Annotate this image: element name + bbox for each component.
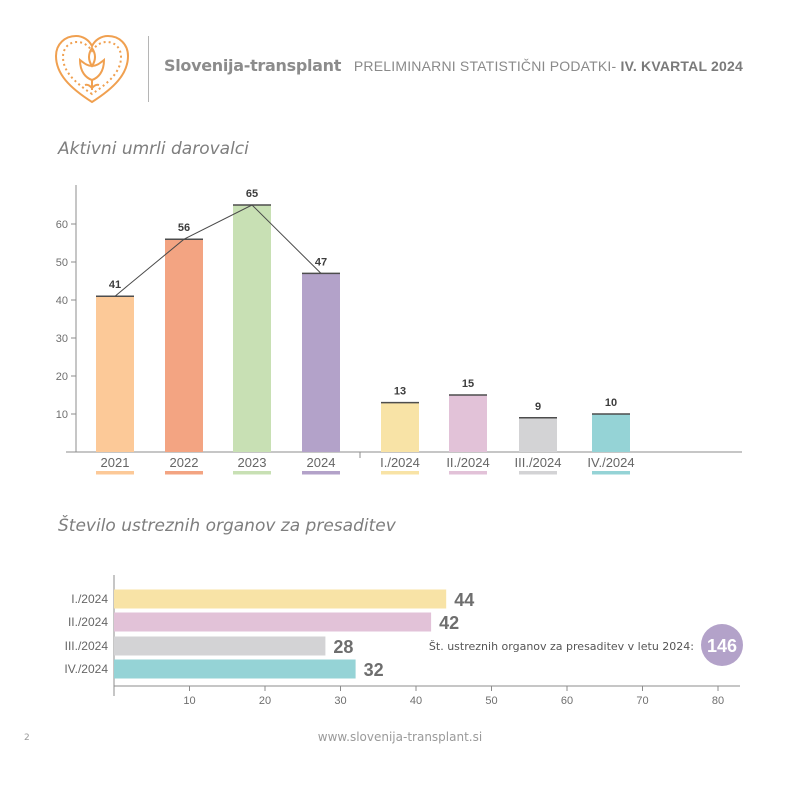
report-title: PRELIMINARNI STATISTIČNI PODATKI- IV. KV… — [354, 58, 743, 74]
y-tick-label: 30 — [56, 333, 68, 345]
y-tick-label: I./2024 — [71, 592, 108, 606]
y-tick-label: 10 — [56, 409, 68, 421]
bar — [519, 417, 557, 452]
x-tick-label: 2021 — [101, 455, 130, 470]
website-url[interactable]: www.slovenija-transplant.si — [317, 730, 483, 744]
trend-line — [114, 204, 322, 297]
bar — [449, 395, 487, 452]
data-label: 10 — [605, 397, 617, 409]
legend-swatch — [302, 471, 340, 475]
chart2-title: Število ustreznih organov za presaditev — [58, 516, 396, 536]
x-tick-label: 2024 — [307, 455, 336, 470]
y-tick-label: 60 — [56, 219, 68, 231]
bar — [114, 659, 356, 679]
legend-swatch — [519, 471, 557, 475]
brand-name: Slovenija-transplant — [164, 56, 342, 75]
bar — [592, 414, 630, 452]
y-tick-label: III./2024 — [65, 639, 109, 653]
x-tick-label: II./2024 — [446, 455, 489, 470]
data-label: 47 — [315, 256, 327, 268]
chart1-title: Aktivni umrli darovalci — [58, 139, 249, 159]
bar — [114, 589, 447, 609]
data-label: 44 — [454, 590, 474, 610]
data-label: 56 — [178, 222, 190, 234]
legend-swatch — [165, 471, 203, 475]
total-label: Št. ustreznih organov za presaditev v le… — [429, 640, 694, 653]
y-tick-label: 40 — [56, 295, 68, 307]
bar — [165, 239, 203, 452]
slovenija-transplant-logo — [52, 30, 132, 110]
legend-swatch — [381, 471, 419, 475]
data-label: 65 — [246, 188, 258, 200]
total-value: 146 — [707, 636, 737, 656]
x-tick-label: 30 — [334, 695, 346, 707]
x-tick-label: 2022 — [170, 455, 199, 470]
data-label: 41 — [109, 279, 121, 291]
bar — [114, 636, 326, 656]
x-tick-label: 40 — [410, 695, 422, 707]
data-label: 42 — [439, 613, 459, 633]
data-label: 13 — [394, 386, 406, 398]
x-tick-label: III./2024 — [515, 455, 562, 470]
total-badge — [701, 624, 743, 666]
legend-swatch — [592, 471, 630, 475]
x-tick-label: 50 — [485, 695, 497, 707]
legend-swatch — [233, 471, 271, 475]
page-number: 2 — [24, 733, 30, 743]
x-tick-label: 2023 — [238, 455, 267, 470]
x-tick-label: I./2024 — [380, 455, 420, 470]
bar — [381, 402, 419, 452]
report-prefix: PRELIMINARNI STATISTIČNI PODATKI- — [353, 58, 621, 74]
report-period: IV. KVARTAL 2024 — [620, 58, 743, 74]
x-tick-label: 20 — [259, 695, 271, 707]
bar — [96, 296, 134, 452]
heart-tulip-logo-icon — [54, 34, 130, 104]
x-tick-label: IV./2024 — [587, 455, 634, 470]
x-tick-label: 70 — [636, 695, 648, 707]
y-tick-label: 20 — [56, 371, 68, 383]
x-tick-label: 60 — [561, 695, 573, 707]
header-divider — [148, 36, 149, 102]
x-tick-label: 10 — [183, 695, 195, 707]
legend-swatch — [449, 471, 487, 475]
data-label: 9 — [535, 401, 541, 413]
data-label: 32 — [364, 660, 384, 680]
y-tick-label: II./2024 — [68, 615, 108, 629]
y-tick-label: IV./2024 — [64, 662, 108, 676]
bar — [114, 612, 432, 632]
bar — [302, 273, 340, 452]
bar — [233, 205, 271, 452]
legend-swatch — [96, 471, 134, 475]
x-tick-label: 80 — [712, 695, 724, 707]
data-label: 15 — [462, 378, 474, 390]
data-label: 28 — [333, 637, 353, 657]
y-tick-label: 50 — [56, 257, 68, 269]
